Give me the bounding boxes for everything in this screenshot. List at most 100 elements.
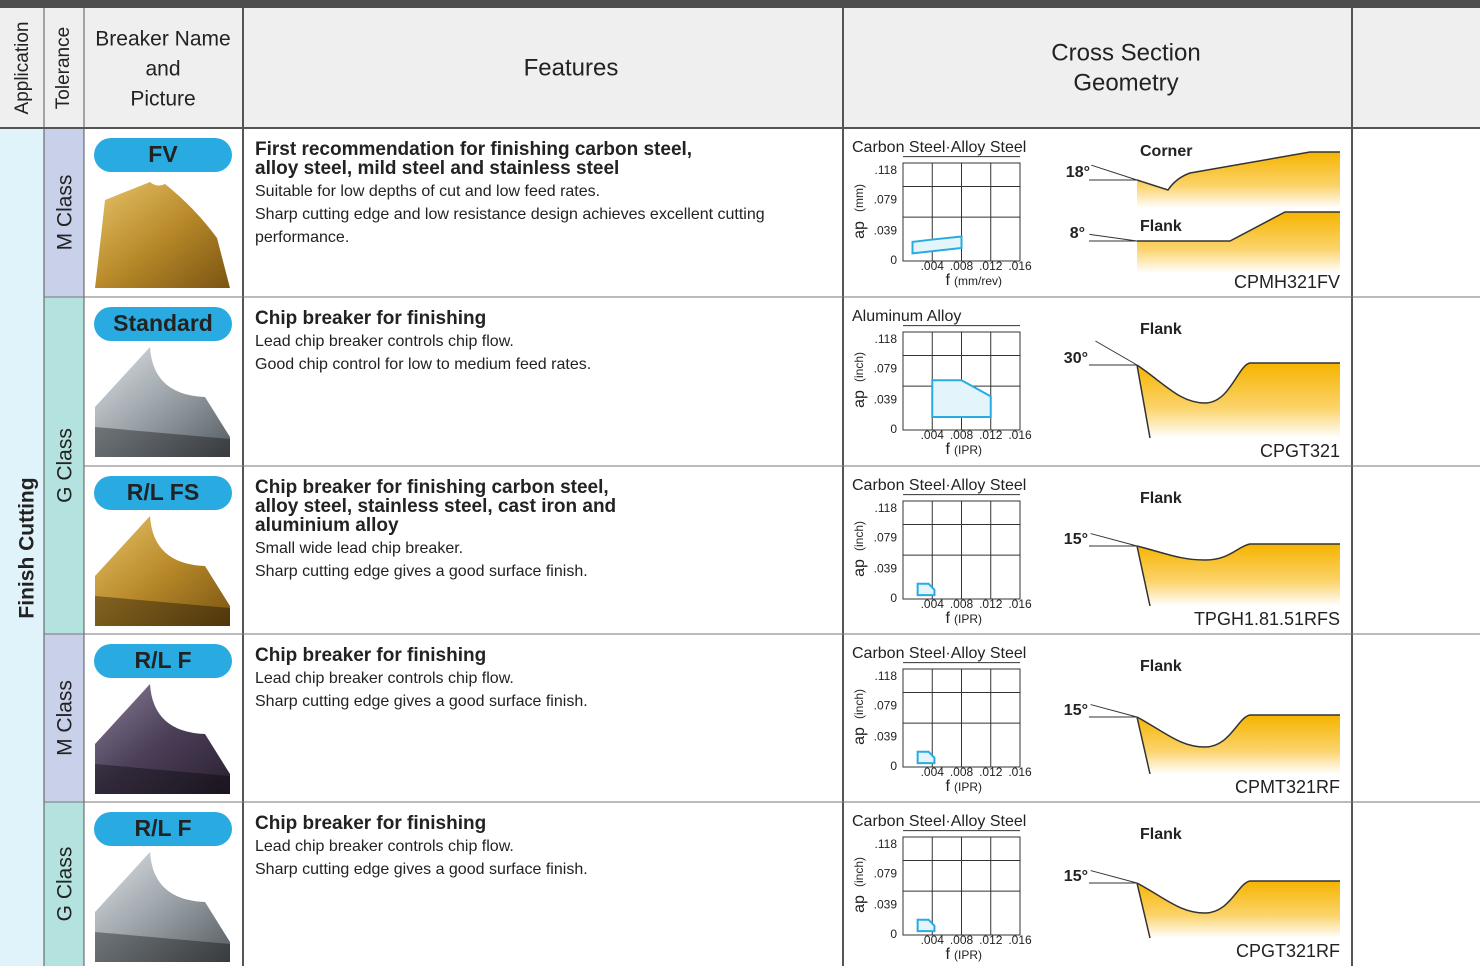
angle-label: 15°	[1064, 702, 1088, 719]
insert-picture	[95, 516, 230, 626]
chart-x-label: f	[946, 946, 951, 963]
geometry-label: Flank	[1140, 490, 1182, 507]
features: Chip breaker for finishing Lead chip brea…	[255, 309, 835, 376]
chart-y-tick: .079	[874, 193, 898, 207]
chart-material: Carbon Steel·Alloy Steel	[852, 477, 1026, 494]
chart-x-label: f	[946, 778, 951, 795]
feature-title-line: Chip breaker for finishing	[255, 308, 487, 329]
angle-label: 18°	[1066, 164, 1090, 181]
chart-x-tick: .012	[979, 259, 1003, 273]
chart-y-label: ap	[851, 559, 868, 577]
chart-x-tick: .004	[921, 428, 945, 442]
insert-picture	[95, 182, 230, 288]
insert-body	[95, 347, 230, 457]
chart-x-unit: (IPR)	[954, 443, 982, 457]
profile-flank	[1137, 212, 1340, 273]
geometry-label: Flank	[1140, 658, 1182, 675]
header-cross-section: Geometry	[1073, 69, 1178, 96]
feature-title-line: aluminium alloy	[255, 515, 399, 536]
angle-ray	[1095, 340, 1138, 366]
breaker-name: R/L F	[134, 815, 191, 841]
chart-y-unit: (inch)	[852, 689, 866, 719]
chart-x-label: f	[946, 441, 951, 458]
chart-y-tick: .039	[874, 392, 898, 406]
feature-description: Sharp cutting edge gives a good surface …	[255, 693, 588, 710]
chart-y-tick: .039	[874, 729, 898, 743]
chart-y-tick: .079	[874, 531, 898, 545]
chart-region	[916, 750, 936, 765]
chart-y-tick: .118	[875, 669, 898, 683]
feature-title: First recommendation for finishing carbo…	[255, 140, 835, 178]
chart-y-tick: .118	[875, 837, 898, 851]
angle-label: 8°	[1070, 225, 1085, 242]
feature-title-line: alloy steel, mild steel and stainless st…	[255, 158, 620, 179]
breaker-name: FV	[148, 141, 178, 167]
part-number: TPGH1.81.51RFS	[1194, 609, 1340, 629]
chart-x-tick: .008	[950, 597, 974, 611]
profile-flank	[1137, 881, 1340, 938]
tolerance-label: G Class	[54, 428, 77, 503]
top-bar	[0, 0, 1480, 8]
tolerance-bg	[44, 634, 84, 802]
feature-description: Good chip control for low to medium feed…	[255, 356, 592, 373]
chart-y-tick: 0	[890, 253, 897, 267]
chart-region	[911, 235, 963, 255]
chart-y-tick: 0	[890, 422, 897, 436]
chart-y-tick: .039	[874, 561, 898, 575]
chart-region	[931, 379, 992, 418]
breaker-pill	[94, 138, 232, 172]
tolerance-bg	[44, 297, 84, 634]
header-breaker: and	[145, 58, 180, 81]
profile-edge	[1136, 714, 1340, 775]
profile-edge	[1136, 362, 1340, 439]
header-cross-section: Cross Section	[1051, 39, 1200, 66]
insert-body	[95, 852, 230, 962]
breaker-name: Standard	[113, 310, 213, 336]
feature-title-line: Chip breaker for finishing	[255, 813, 487, 834]
geometry-label: Flank	[1140, 218, 1182, 235]
angle-ray	[1089, 233, 1138, 242]
tolerance-label: M Class	[54, 175, 77, 251]
feature-title: Chip breaker for finishing	[255, 646, 835, 665]
chart-x-label: f	[946, 610, 951, 627]
insert-body	[95, 182, 230, 288]
angle-ray	[1090, 870, 1138, 884]
chart-material: Carbon Steel·Alloy Steel	[852, 139, 1026, 156]
chart-y-unit: (mm)	[852, 184, 866, 212]
chart-x-tick: .008	[950, 259, 974, 273]
chart-material: Carbon Steel·Alloy Steel	[852, 813, 1026, 830]
insert-side	[95, 932, 230, 962]
chart-x-tick: .004	[921, 259, 945, 273]
tolerance-bg	[44, 802, 84, 966]
profile-edge	[1136, 880, 1340, 939]
insert-side	[95, 427, 230, 457]
profile-flank	[1137, 544, 1340, 606]
application-label: Finish Cutting	[16, 477, 39, 618]
profile-edge	[1136, 151, 1340, 191]
chart-y-label: ap	[851, 727, 868, 745]
feature-description: Lead chip breaker controls chip flow.	[255, 838, 514, 855]
angle-ray	[1090, 704, 1138, 718]
application-bg	[0, 128, 44, 966]
chart-region	[916, 582, 936, 597]
profile-flank	[1137, 715, 1340, 774]
chart-y-tick: .118	[875, 501, 898, 515]
chart-x-tick: .008	[950, 933, 974, 947]
geometry-label: Flank	[1140, 826, 1182, 843]
tolerance-bg	[44, 128, 84, 297]
features: Chip breaker for finishing Lead chip brea…	[255, 646, 835, 713]
header-breaker: Picture	[130, 88, 195, 111]
chart-material: Aluminum Alloy	[852, 308, 961, 325]
chart-y-tick: .118	[875, 332, 898, 346]
profile-edge	[1136, 543, 1340, 607]
feature-description: Sharp cutting edge gives a good surface …	[255, 563, 588, 580]
chart-x-unit: (IPR)	[954, 612, 982, 626]
features: Chip breaker for finishing carbon steel,…	[255, 478, 835, 583]
header-tolerance: Tolerance	[53, 27, 74, 109]
feature-description: Lead chip breaker controls chip flow.	[255, 670, 514, 687]
chart-x-tick: .016	[1008, 933, 1032, 947]
chart-y-unit: (inch)	[852, 521, 866, 551]
feature-description: Sharp cutting edge and low resistance de…	[255, 206, 765, 246]
chart-y-label: ap	[851, 895, 868, 913]
